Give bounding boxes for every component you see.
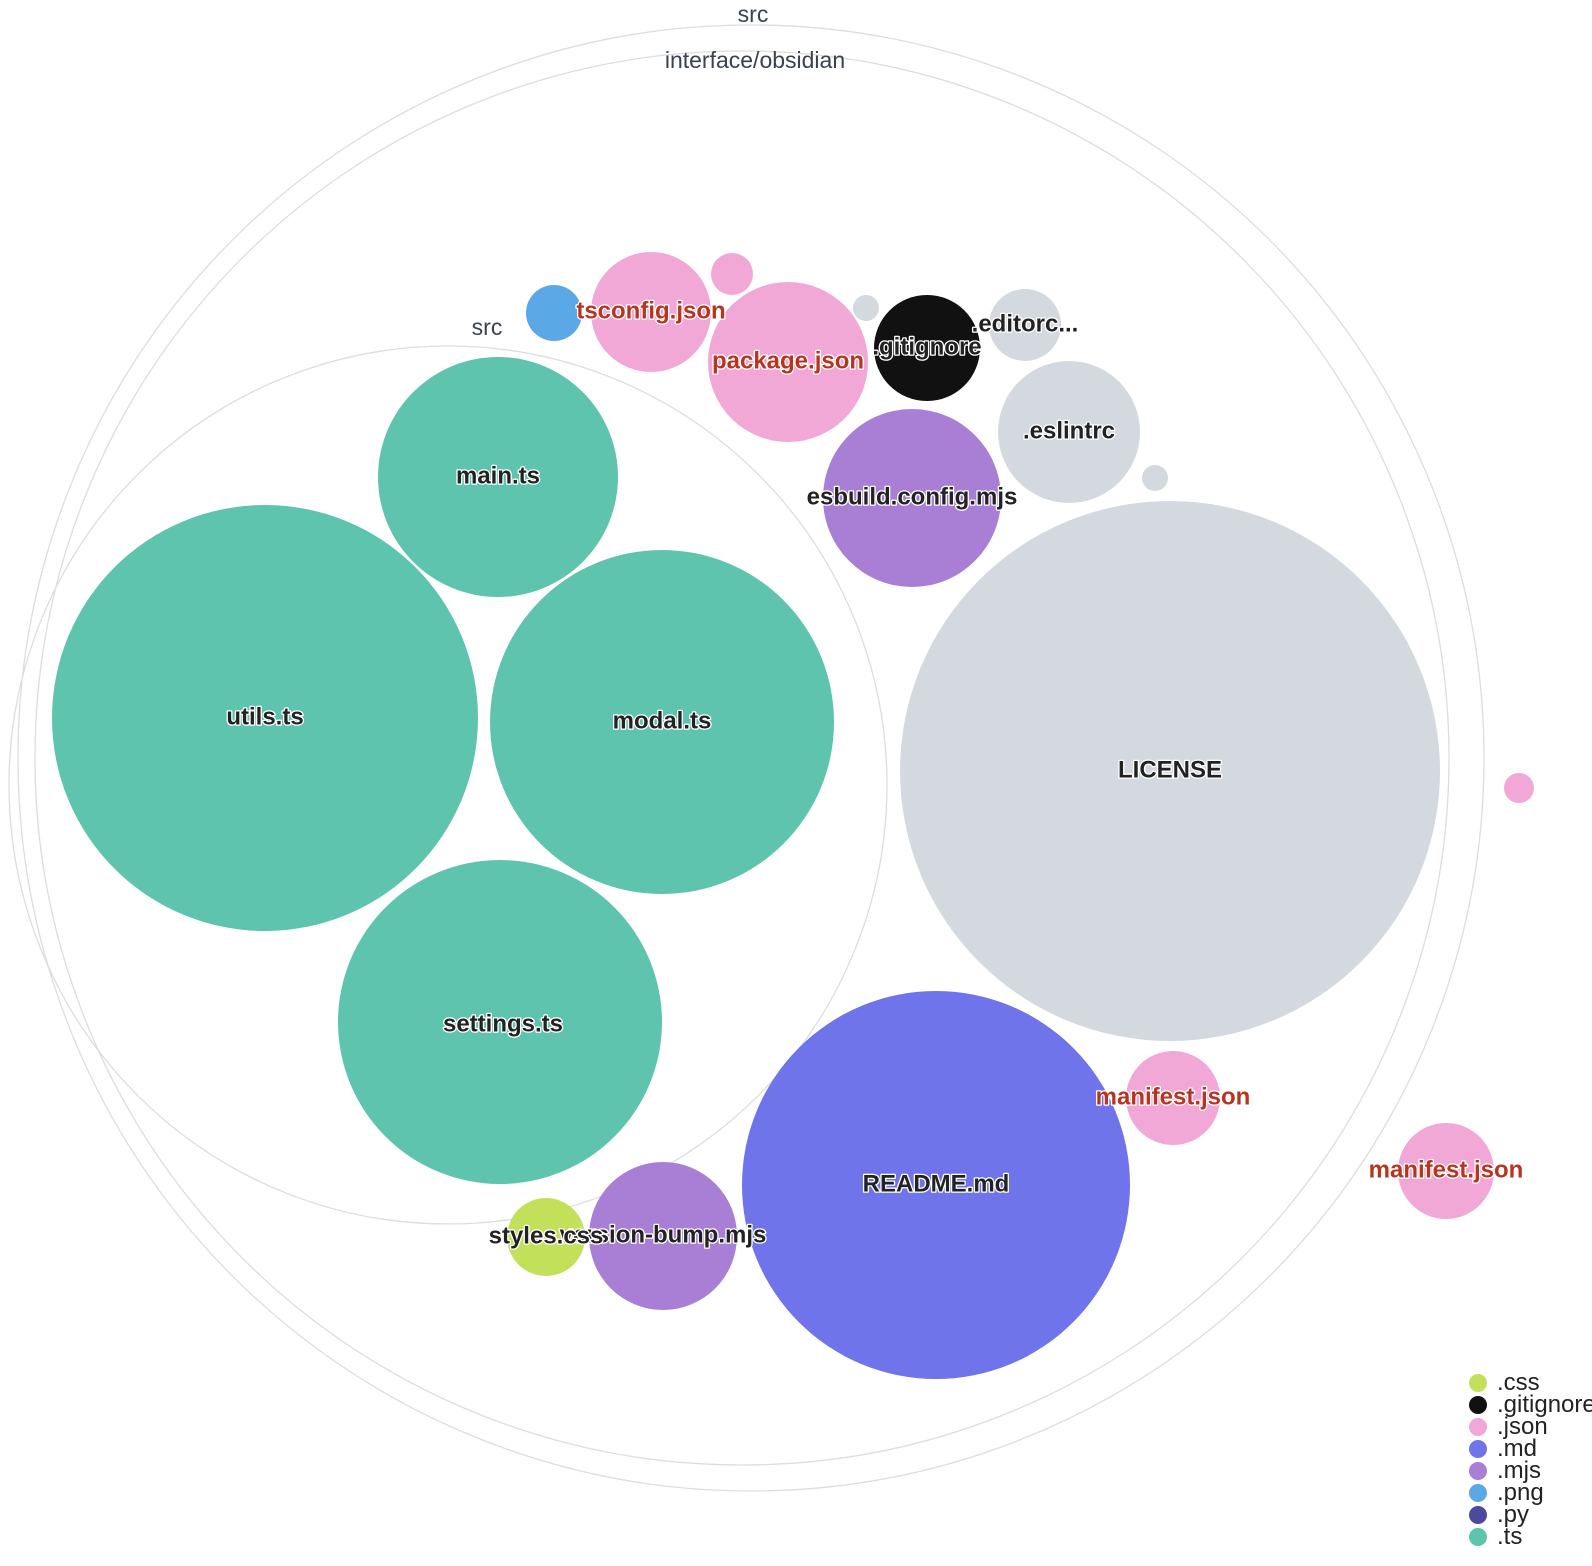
svg-text:styles.css: styles.css — [489, 1222, 604, 1249]
svg-text:modal.ts: modal.ts — [613, 707, 712, 734]
svg-text:.eslintrc: .eslintrc — [1023, 417, 1115, 444]
svg-text:.gitignore: .gitignore — [872, 333, 981, 360]
svg-text:interface/obsidian: interface/obsidian — [665, 47, 845, 73]
svg-text:README.md: README.md — [863, 1170, 1010, 1197]
svg-text:esbuild.config.mjs: esbuild.config.mjs — [807, 483, 1018, 510]
svg-text:src: src — [472, 314, 503, 340]
svg-text:manifest.json: manifest.json — [1096, 1083, 1251, 1110]
svg-text:package.json: package.json — [712, 347, 864, 374]
svg-text:.editorc...: .editorc... — [972, 310, 1079, 337]
svg-text:main.ts: main.ts — [456, 462, 540, 489]
svg-text:manifest.json: manifest.json — [1369, 1156, 1524, 1183]
svg-text:settings.ts: settings.ts — [443, 1010, 563, 1037]
svg-text:LICENSE: LICENSE — [1118, 756, 1222, 783]
svg-text:tsconfig.json: tsconfig.json — [576, 297, 725, 324]
svg-text:src: src — [738, 1, 769, 27]
svg-text:utils.ts: utils.ts — [226, 703, 303, 730]
svg-text:.ts: .ts — [1497, 1523, 1522, 1550]
